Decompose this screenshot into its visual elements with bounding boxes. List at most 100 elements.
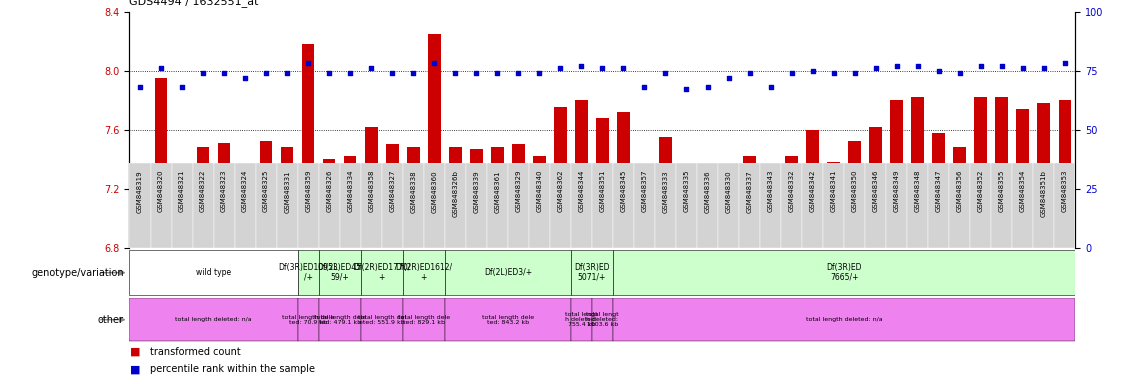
Point [489, 70, 507, 76]
Point [173, 84, 191, 90]
Bar [549, 163, 571, 248]
Bar [571, 250, 613, 295]
Point [635, 84, 653, 90]
Bar [280, 147, 294, 248]
Text: GSM848346: GSM848346 [873, 170, 878, 212]
Text: GSM848320: GSM848320 [158, 170, 164, 212]
Text: genotype/variation: genotype/variation [32, 268, 124, 278]
Bar [655, 163, 676, 248]
Text: total length deleted: n/a: total length deleted: n/a [176, 317, 252, 322]
Text: ■: ■ [129, 347, 140, 357]
Point [993, 63, 1011, 69]
Text: GSM848344: GSM848344 [579, 170, 584, 212]
Bar [638, 189, 651, 248]
Text: GSM848342: GSM848342 [810, 170, 815, 212]
Bar [596, 118, 609, 248]
Bar [403, 163, 423, 248]
Bar [445, 250, 571, 295]
Bar [680, 200, 692, 248]
Text: wild type: wild type [196, 268, 231, 277]
Point [804, 68, 822, 74]
Bar [848, 141, 861, 248]
Bar [828, 162, 840, 248]
Text: GSM848340: GSM848340 [536, 170, 543, 212]
Text: Df(2R)ED1770/
+: Df(2R)ED1770/ + [354, 263, 410, 282]
Point [383, 70, 401, 76]
Bar [869, 127, 882, 248]
Text: percentile rank within the sample: percentile rank within the sample [150, 364, 315, 374]
Bar [129, 298, 297, 341]
Point [341, 70, 359, 76]
Text: GSM848329: GSM848329 [516, 170, 521, 212]
Bar [529, 163, 549, 248]
Point [572, 63, 590, 69]
Point [446, 70, 464, 76]
Text: total length dele
ted: 829.1 kb: total length dele ted: 829.1 kb [397, 314, 449, 325]
Bar [971, 163, 991, 248]
Bar [386, 144, 399, 248]
Text: Df(3R)ED
7665/+: Df(3R)ED 7665/+ [826, 263, 861, 282]
Bar [470, 149, 483, 248]
Bar [445, 163, 466, 248]
Point [1035, 65, 1053, 71]
Bar [533, 156, 546, 248]
Point [761, 84, 779, 90]
Bar [659, 137, 672, 248]
Text: GSM848352: GSM848352 [977, 170, 984, 212]
Text: GSM848319: GSM848319 [137, 170, 143, 213]
Text: GSM848347: GSM848347 [936, 170, 941, 212]
Point [530, 70, 548, 76]
Text: Df(2L)ED45
59/+: Df(2L)ED45 59/+ [318, 263, 361, 282]
Point [698, 84, 716, 90]
Text: GSM848350: GSM848350 [851, 170, 858, 212]
Point [950, 70, 968, 76]
Bar [991, 163, 1012, 248]
Bar [1012, 163, 1034, 248]
Text: total lengt
h deleted:
755.4 kb: total lengt h deleted: 755.4 kb [565, 312, 598, 327]
Bar [781, 163, 802, 248]
Text: GSM848332: GSM848332 [788, 170, 795, 212]
Bar [911, 97, 924, 248]
Text: GSM848362: GSM848362 [557, 170, 563, 212]
Bar [908, 163, 928, 248]
Text: GSM848325: GSM848325 [263, 170, 269, 212]
Bar [891, 100, 903, 248]
Bar [260, 141, 272, 248]
Text: GSM848351: GSM848351 [599, 170, 606, 212]
Bar [802, 163, 823, 248]
Bar [613, 298, 1075, 341]
Text: ■: ■ [129, 364, 140, 374]
Bar [806, 130, 819, 248]
Point [467, 70, 485, 76]
Bar [928, 163, 949, 248]
Point [300, 60, 318, 66]
Point [426, 60, 444, 66]
Point [720, 74, 738, 81]
Bar [297, 250, 319, 295]
Point [846, 70, 864, 76]
Text: total length dele
ted: 843.2 kb: total length dele ted: 843.2 kb [482, 314, 534, 325]
Point [509, 70, 527, 76]
Bar [319, 250, 360, 295]
Bar [575, 100, 588, 248]
Bar [571, 163, 592, 248]
Point [236, 74, 254, 81]
Text: GSM848339: GSM848339 [473, 170, 480, 213]
Text: GSM848358: GSM848358 [368, 170, 374, 212]
Text: GSM848335: GSM848335 [683, 170, 689, 212]
Bar [486, 163, 508, 248]
Text: GSM848321: GSM848321 [179, 170, 185, 212]
Bar [382, 163, 403, 248]
Text: Df(3R)ED
5071/+: Df(3R)ED 5071/+ [574, 263, 609, 282]
Bar [406, 147, 420, 248]
Point [363, 65, 381, 71]
Bar [760, 163, 781, 248]
Bar [491, 147, 503, 248]
Bar [592, 298, 613, 341]
Bar [697, 163, 718, 248]
Point [930, 68, 948, 74]
Bar [512, 144, 525, 248]
Bar [217, 143, 231, 248]
Bar [151, 163, 171, 248]
Bar [297, 298, 319, 341]
